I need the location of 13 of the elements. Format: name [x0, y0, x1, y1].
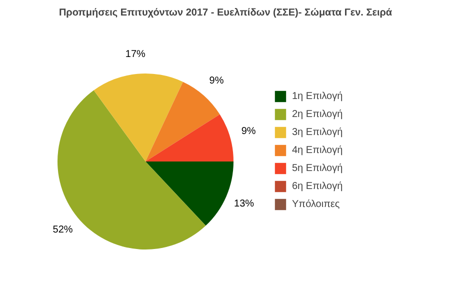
chart-title: Προπμήσεις Επιτυχόντων 2017 - Ευελπίδων (ΣΣΕ)- Σώματα Γεν. Σειρά	[58, 8, 393, 18]
legend-label: 5η Επιλογή	[292, 162, 343, 175]
data-label: 9%	[209, 75, 224, 86]
legend-label: 6η Επιλογή	[292, 180, 343, 193]
data-label: 9%	[241, 126, 256, 138]
legend-label: Υπόλοιπες	[292, 198, 340, 211]
legend-label: 1η Επιλογή	[292, 90, 343, 103]
data-label: 13%	[234, 198, 254, 210]
legend-label: 3η Επιλογή	[292, 126, 343, 139]
data-label: 17%	[125, 49, 146, 60]
legend-label: 4η Επιλογή	[292, 144, 343, 157]
data-label: 52%	[52, 224, 73, 236]
legend-label: 2η Επιλογή	[292, 108, 343, 121]
